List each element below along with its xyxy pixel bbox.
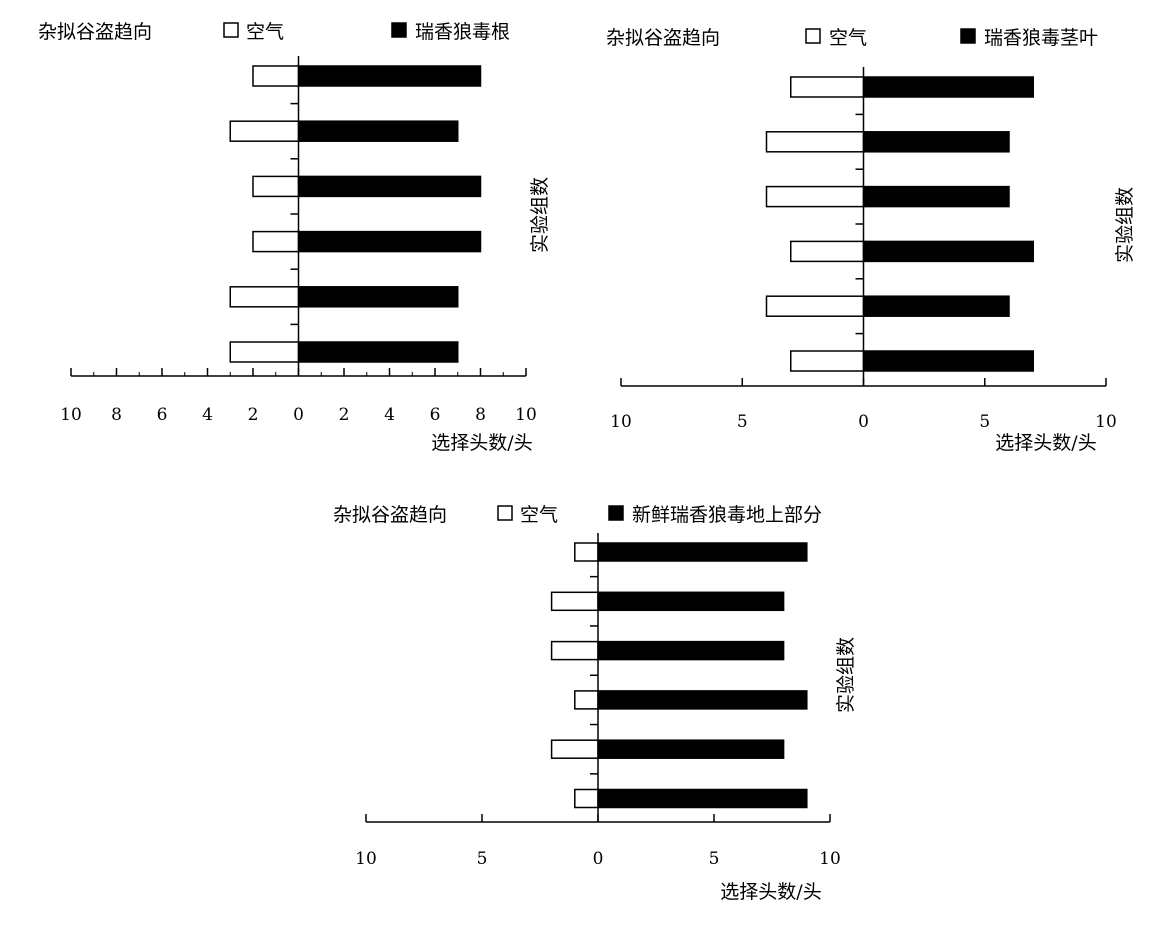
- bar-air-group-3: [550, 640, 599, 661]
- bar-treatment-group-6: [597, 788, 808, 809]
- y-axis-title: 实验组数: [529, 177, 551, 253]
- chart-panel-3: 杂拟谷盗趋向 空气 新鲜瑞香狼毒地上部分 10 5 0 5 10 选择头数/头 实验组数: [333, 504, 857, 903]
- bar-air-group-4: [574, 690, 599, 710]
- bar-treatment-group-2: [297, 120, 459, 142]
- bar-treatment-group-3: [297, 175, 482, 198]
- legend-swatch-treatment: [608, 505, 624, 521]
- legend-swatch-air: [497, 505, 513, 521]
- legend-swatch-air: [223, 22, 239, 38]
- bar-air-group-5: [229, 286, 300, 308]
- x-axis-title: 选择头数/头: [431, 432, 532, 454]
- x-axis-title: 选择头数/头: [720, 881, 821, 903]
- bar-air-group-4: [252, 230, 300, 253]
- bar-air-group-6: [229, 341, 300, 363]
- x-tick-label: 5: [737, 412, 748, 432]
- x-tick-label: 4: [202, 405, 213, 425]
- legend-label-air: 空气: [829, 27, 867, 49]
- bar-air-group-3: [765, 185, 865, 208]
- bar-treatment-group-6: [862, 350, 1034, 372]
- bar-treatment-group-6: [297, 341, 459, 363]
- bar-air-group-3: [252, 175, 300, 198]
- x-tick-label: 2: [248, 405, 259, 425]
- legend-title: 杂拟谷盗趋向: [333, 504, 447, 526]
- bar-treatment-group-5: [297, 286, 459, 308]
- x-tick-label: 6: [430, 405, 441, 425]
- x-tick-label: 0: [858, 412, 869, 432]
- y-axis-title: 实验组数: [835, 637, 857, 713]
- legend-label-treatment: 瑞香狼毒根: [415, 21, 510, 43]
- x-tick-label: 8: [111, 405, 122, 425]
- x-tick-label: 10: [610, 412, 632, 432]
- legend-swatch-air: [805, 28, 821, 44]
- x-tick-label: 10: [1095, 412, 1117, 432]
- bar-air-group-2: [765, 131, 865, 153]
- bar-air-group-4: [790, 240, 865, 263]
- bar-air-group-2: [229, 120, 300, 142]
- legend-title: 杂拟谷盗趋向: [606, 27, 720, 49]
- bar-treatment-group-3: [597, 640, 785, 661]
- bar-air-group-1: [790, 76, 865, 98]
- bar-treatment-group-4: [862, 240, 1034, 263]
- legend-swatch-treatment: [960, 28, 976, 44]
- bar-treatment-group-5: [862, 295, 1010, 317]
- bar-air-group-1: [574, 542, 599, 562]
- bar-air-group-6: [574, 788, 599, 809]
- bar-treatment-group-4: [597, 690, 808, 710]
- bar-air-group-5: [550, 739, 599, 759]
- bar-air-group-2: [550, 591, 599, 612]
- x-tick-label: 4: [384, 405, 395, 425]
- x-tick-label: 5: [477, 849, 488, 869]
- x-tick-label: 0: [593, 849, 604, 869]
- bar-air-group-6: [790, 350, 865, 372]
- bar-air-group-5: [765, 295, 865, 317]
- x-tick-label: 10: [355, 849, 377, 869]
- bar-air-group-1: [252, 65, 300, 87]
- bar-treatment-group-3: [862, 185, 1010, 208]
- legend-label-air: 空气: [246, 21, 284, 43]
- bar-treatment-group-2: [862, 131, 1010, 153]
- bar-treatment-group-2: [597, 591, 785, 612]
- bar-treatment-group-4: [297, 230, 482, 253]
- legend-label-treatment: 新鲜瑞香狼毒地上部分: [632, 504, 822, 526]
- x-tick-label: 2: [339, 405, 350, 425]
- x-tick-label: 10: [819, 849, 841, 869]
- x-tick-label: 10: [60, 405, 82, 425]
- x-tick-label: 10: [515, 405, 537, 425]
- legend-label-treatment: 瑞香狼毒茎叶: [984, 27, 1098, 49]
- x-tick-label: 6: [157, 405, 168, 425]
- bar-treatment-group-1: [862, 76, 1034, 98]
- bar-treatment-group-1: [597, 542, 808, 562]
- x-tick-label: 0: [293, 405, 304, 425]
- y-axis-title: 实验组数: [1114, 187, 1136, 263]
- x-tick-label: 5: [709, 849, 720, 869]
- x-tick-label: 5: [979, 412, 990, 432]
- x-tick-label: 8: [475, 405, 486, 425]
- legend-title: 杂拟谷盗趋向: [38, 21, 152, 43]
- bar-treatment-group-5: [597, 739, 785, 759]
- legend-label-air: 空气: [520, 504, 558, 526]
- legend-swatch-treatment: [391, 22, 407, 38]
- bar-treatment-group-1: [297, 65, 482, 87]
- chart-panel-1: 杂拟谷盗趋向 空气 瑞香狼毒根 10 8 6 4 2 0 2 4 6 8 10 选择头数/头 实验组数: [38, 21, 551, 454]
- x-axis-title: 选择头数/头: [995, 432, 1096, 454]
